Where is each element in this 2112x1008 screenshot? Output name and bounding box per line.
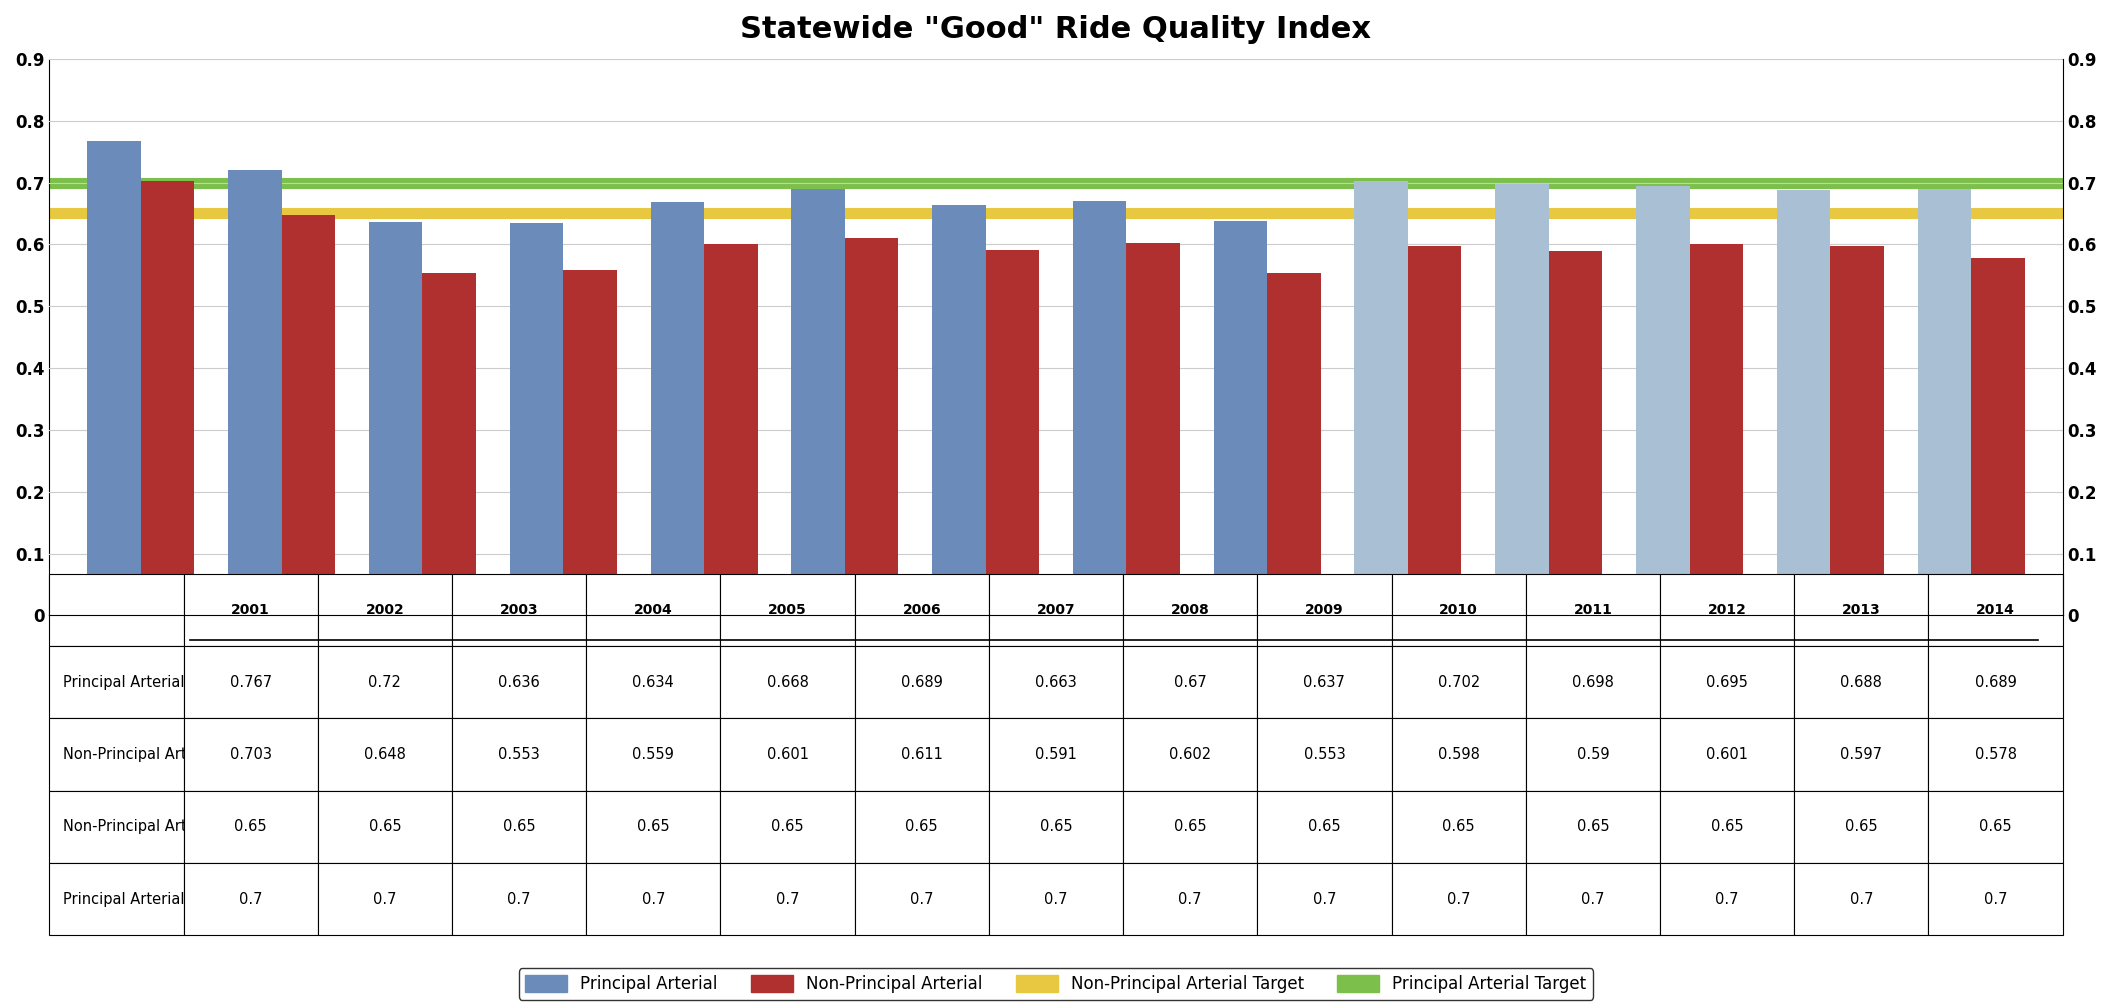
Bar bbox=[703, 244, 758, 616]
Bar bbox=[370, 222, 422, 616]
Bar bbox=[1354, 181, 1409, 616]
Bar bbox=[792, 190, 845, 616]
Legend: Principal Arterial, Non-Principal Arterial, Non-Principal Arterial Target, Princ: Principal Arterial, Non-Principal Arteri… bbox=[520, 968, 1592, 1000]
Bar bbox=[1690, 244, 1742, 616]
Bar bbox=[1637, 185, 1690, 616]
Bar bbox=[845, 238, 898, 616]
Bar bbox=[281, 215, 336, 616]
Bar bbox=[1126, 243, 1181, 616]
Bar bbox=[142, 180, 194, 616]
Bar bbox=[1073, 201, 1126, 616]
Bar bbox=[931, 206, 986, 616]
Title: Statewide "Good" Ride Quality Index: Statewide "Good" Ride Quality Index bbox=[741, 15, 1371, 44]
Bar bbox=[1214, 222, 1267, 616]
Bar bbox=[1409, 246, 1462, 616]
Bar bbox=[650, 203, 703, 616]
Bar bbox=[228, 170, 281, 616]
Bar bbox=[509, 224, 564, 616]
Bar bbox=[1495, 183, 1548, 616]
Bar bbox=[1548, 251, 1603, 616]
Bar bbox=[1267, 273, 1320, 616]
Bar bbox=[564, 270, 617, 616]
Bar bbox=[986, 250, 1039, 616]
Bar bbox=[1970, 258, 2025, 616]
Bar bbox=[87, 141, 142, 616]
Bar bbox=[1831, 246, 1884, 616]
Bar bbox=[422, 273, 475, 616]
Bar bbox=[1918, 190, 1970, 616]
Bar bbox=[1776, 190, 1831, 616]
